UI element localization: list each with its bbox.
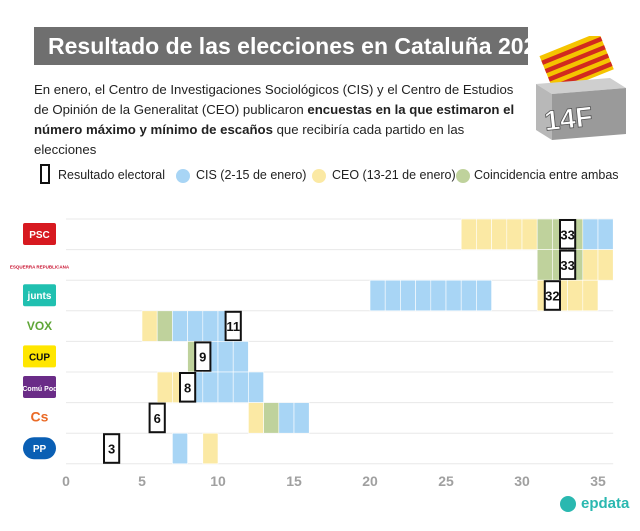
seat-cell-junts: [582, 279, 599, 312]
logo-psc-text: PSC: [29, 230, 50, 241]
seat-cell-junts: [384, 279, 401, 312]
seat-cell-psc: [460, 218, 477, 250]
epdata-brand: epdata: [581, 495, 630, 512]
logo-en-com-podem-icon: [23, 376, 56, 398]
seat-cell-vox: [172, 310, 188, 342]
seat-cell-psc: [506, 218, 523, 250]
legend-ceo-swatch: [312, 169, 326, 183]
result-box-erc: [559, 249, 577, 281]
logo-psc-icon: [23, 223, 56, 245]
seat-cell-cs: [293, 402, 310, 434]
result-label-psc: 33: [560, 227, 574, 242]
logo-cup-icon: [23, 345, 56, 368]
logo-vox-text: VOX: [27, 319, 52, 333]
logo-pp-text: PP: [33, 444, 47, 455]
seat-cell-cup: [217, 341, 234, 373]
title-bar: Resultado de las elecciones en Cataluña …: [34, 27, 549, 65]
seat-cell-en-com-podem: [202, 371, 219, 403]
result-label-junts: 32: [545, 289, 559, 304]
seat-cell-vox: [141, 310, 158, 342]
seat-cell-junts: [369, 279, 386, 312]
badge-14f: 14F: [543, 101, 594, 137]
seat-cell-psc: [476, 218, 492, 250]
logo-erc-icon: [23, 253, 56, 276]
subtitle-text-bold: encuestas en la que estimaron el número …: [34, 102, 515, 137]
x-tick-label: 20: [362, 473, 378, 489]
seat-cell-cup: [232, 341, 249, 373]
x-tick-label: 35: [590, 473, 606, 489]
result-label-erc: 33: [560, 258, 574, 273]
legend-both-label: Coincidencia entre ambas: [474, 168, 619, 182]
ballot-box-icon: 14F: [536, 36, 626, 140]
result-label-pp: 3: [108, 442, 115, 457]
seat-cell-cs: [248, 402, 264, 434]
seat-cell-erc: [536, 249, 553, 281]
subtitle-text-1: En enero, el Centro de Investigaciones S…: [34, 82, 514, 117]
seat-cell-psc: [536, 218, 553, 250]
x-tick-label: 15: [286, 473, 302, 489]
seat-cell-psc: [582, 218, 599, 250]
logo-cup-text: CUP: [29, 352, 50, 363]
result-label-cs: 6: [154, 411, 161, 426]
result-box-vox: [224, 310, 242, 342]
seat-cell-psc: [521, 218, 538, 250]
result-label-cup: 9: [199, 350, 206, 365]
logo-en-com-podem-text: En Comú Podem: [11, 386, 67, 393]
seat-cell-vox: [156, 310, 173, 342]
legend-result-label: Resultado electoral: [58, 168, 166, 182]
seat-cell-en-com-podem: [217, 371, 234, 403]
legend-ceo-label: CEO (13-21 de enero): [332, 168, 456, 182]
seat-cell-junts: [460, 279, 477, 312]
seat-cell-junts: [567, 279, 584, 312]
seat-cell-vox: [187, 310, 204, 342]
x-tick-label: 0: [62, 473, 70, 489]
subtitle-text-2: que recibiría cada partido en las elecci…: [34, 122, 465, 157]
result-box-pp: [103, 433, 121, 464]
seat-cell-psc: [491, 218, 508, 250]
subtitle: En enero, el Centro de Investigaciones S…: [34, 80, 524, 160]
legend-cis-swatch: [176, 169, 190, 183]
result-box-cup: [194, 341, 212, 372]
x-tick-label: 30: [514, 473, 530, 489]
seat-cell-junts: [445, 279, 462, 312]
seat-cell-cs: [278, 402, 295, 434]
seat-cell-pp: [172, 432, 188, 465]
seat-cell-junts: [476, 279, 492, 312]
seat-cell-pp: [202, 432, 219, 465]
seat-cell-erc: [582, 249, 599, 281]
legend-cis-label: CIS (2-15 de enero): [196, 168, 307, 182]
legend-result-marker: [40, 164, 50, 184]
seat-cell-en-com-podem: [232, 371, 249, 403]
logo-junts-text: junts: [27, 291, 52, 302]
logo-junts-icon: [23, 284, 56, 307]
page-title: Resultado de las elecciones en Cataluña …: [48, 33, 550, 59]
result-box-cs: [148, 402, 166, 434]
seat-cell-junts: [430, 279, 447, 312]
x-tick-label: 10: [210, 473, 226, 489]
x-tick-label: 25: [438, 473, 454, 489]
logo-cs-text: Cs: [31, 409, 49, 425]
result-box-en-com-podem: [179, 372, 197, 403]
seat-cell-en-com-podem: [248, 371, 264, 403]
epdata-icon: [560, 496, 576, 512]
seat-cell-cs: [263, 402, 280, 434]
logo-cs-icon: [23, 406, 56, 429]
logo-erc-text: ESQUERRA REPUBLICANA: [10, 265, 70, 270]
seat-cell-en-com-podem: [156, 371, 173, 403]
result-box-junts: [543, 280, 561, 311]
legend-both-swatch: [456, 169, 470, 183]
result-label-en-com-podem: 8: [184, 380, 191, 395]
logo-vox-icon: [23, 314, 56, 337]
result-box-psc: [559, 219, 577, 250]
seat-cell-junts: [415, 279, 432, 312]
seat-cell-erc: [597, 249, 614, 281]
x-tick-label: 5: [138, 473, 146, 489]
result-label-vox: 11: [226, 319, 240, 334]
seat-cell-psc: [597, 218, 614, 250]
logo-pp-icon: [23, 437, 56, 460]
seat-cell-vox: [202, 310, 219, 342]
seat-cell-junts: [400, 279, 416, 312]
